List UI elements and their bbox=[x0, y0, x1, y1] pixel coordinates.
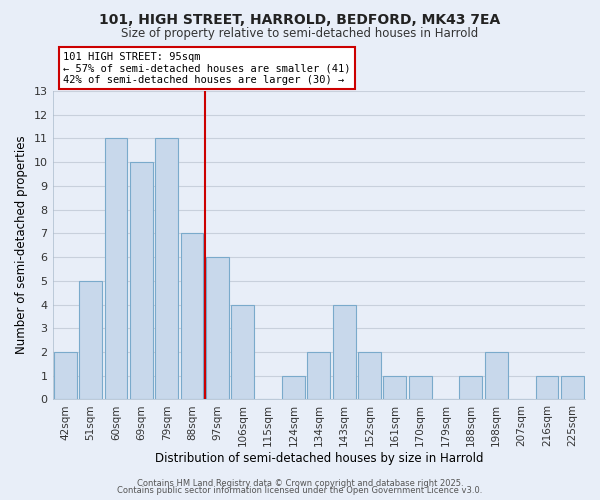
Bar bbox=[485, 352, 508, 400]
Bar bbox=[536, 376, 559, 400]
Bar bbox=[358, 352, 381, 400]
Bar bbox=[333, 304, 356, 400]
Bar bbox=[282, 376, 305, 400]
Text: Size of property relative to semi-detached houses in Harrold: Size of property relative to semi-detach… bbox=[121, 28, 479, 40]
Bar bbox=[54, 352, 77, 400]
Bar bbox=[104, 138, 127, 400]
Bar bbox=[307, 352, 330, 400]
Bar bbox=[561, 376, 584, 400]
Text: Contains public sector information licensed under the Open Government Licence v3: Contains public sector information licen… bbox=[118, 486, 482, 495]
X-axis label: Distribution of semi-detached houses by size in Harrold: Distribution of semi-detached houses by … bbox=[155, 452, 483, 465]
Bar bbox=[231, 304, 254, 400]
Bar bbox=[409, 376, 431, 400]
Bar bbox=[130, 162, 152, 400]
Bar bbox=[155, 138, 178, 400]
Text: 101, HIGH STREET, HARROLD, BEDFORD, MK43 7EA: 101, HIGH STREET, HARROLD, BEDFORD, MK43… bbox=[100, 12, 500, 26]
Text: Contains HM Land Registry data © Crown copyright and database right 2025.: Contains HM Land Registry data © Crown c… bbox=[137, 478, 463, 488]
Y-axis label: Number of semi-detached properties: Number of semi-detached properties bbox=[15, 136, 28, 354]
Bar bbox=[460, 376, 482, 400]
Bar bbox=[383, 376, 406, 400]
Bar bbox=[181, 234, 203, 400]
Bar bbox=[79, 281, 102, 400]
Text: 101 HIGH STREET: 95sqm
← 57% of semi-detached houses are smaller (41)
42% of sem: 101 HIGH STREET: 95sqm ← 57% of semi-det… bbox=[63, 52, 350, 84]
Bar bbox=[206, 257, 229, 400]
